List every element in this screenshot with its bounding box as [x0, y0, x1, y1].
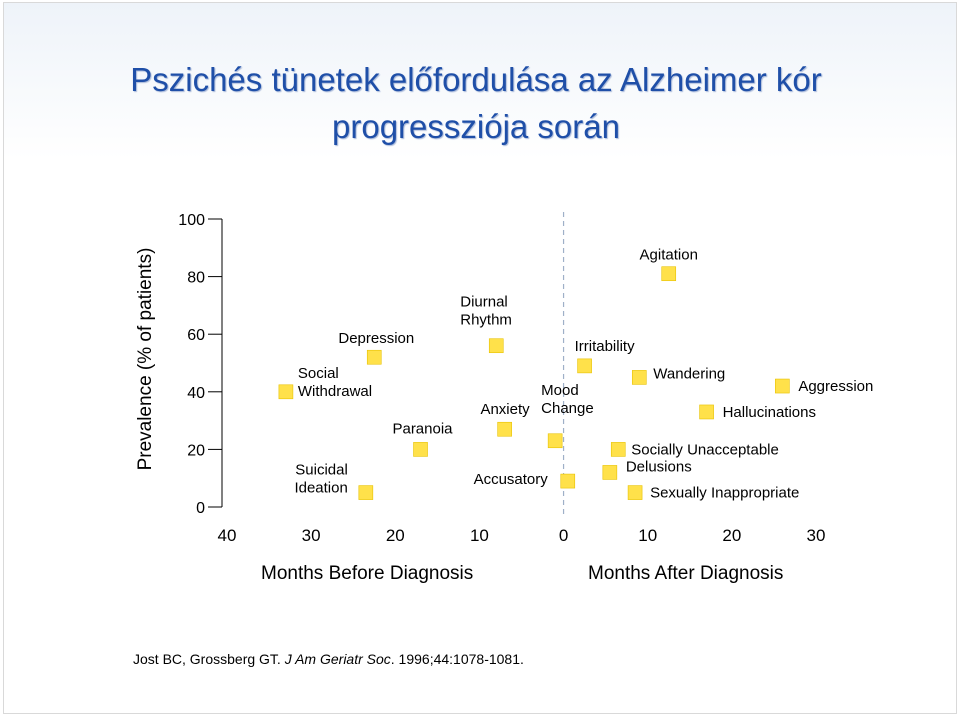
citation-details: . 1996;44:1078-1081.: [390, 651, 524, 667]
data-point-marker: [497, 421, 512, 437]
data-point-label: Depression: [338, 330, 414, 347]
y-tick-label: 40: [187, 385, 205, 402]
data-point-label-line: Depression: [338, 330, 414, 347]
data-point-marker: [547, 433, 563, 449]
data-point-label-line: Anxiety: [480, 401, 530, 418]
data-point-marker: [358, 485, 374, 500]
citation-journal: J Am Geriatr Soc: [284, 651, 391, 667]
data-point-marker: [602, 465, 618, 480]
data-point-label: Diurnal Rhythm: [460, 294, 512, 329]
data-point-label-line: Aggression: [798, 378, 873, 395]
data-point-label: Accusatory: [474, 471, 549, 488]
data-point-label: Social Withdrawal: [298, 365, 372, 400]
slide-background: [4, 3, 956, 713]
data-point-label-line: Diurnal: [460, 294, 508, 311]
data-point-marker: [631, 370, 647, 385]
data-point-marker: [699, 404, 714, 420]
title-line-1: Pszichés tünetek előfordulása az Alzheim…: [130, 61, 822, 98]
y-tick-label: 100: [178, 212, 205, 229]
x-tick-label: 20: [386, 526, 405, 545]
x-tick-label: 10: [638, 526, 657, 545]
data-point-label: Delusions: [626, 458, 692, 475]
y-axis-label: Prevalence (% of patients): [135, 248, 156, 471]
data-point-label-line: Socially Unacceptable: [631, 441, 779, 458]
data-point-marker: [366, 349, 382, 365]
data-point-label-line: Suicidal: [295, 462, 348, 479]
data-point-marker: [278, 384, 294, 400]
y-tick-label: 80: [187, 270, 205, 287]
data-point-label-line: Mood: [541, 382, 579, 399]
x-tick-label: 40: [218, 526, 237, 545]
data-point-marker: [610, 442, 626, 457]
x-group-label-before: Months Before Diagnosis: [261, 563, 474, 584]
data-point-label: Suicidal Ideation: [294, 462, 347, 497]
data-point-marker: [413, 442, 428, 457]
data-point-label-line: Irritability: [575, 338, 636, 355]
data-point-label-line: Accusatory: [474, 471, 549, 488]
y-tick-label: 0: [196, 500, 205, 517]
data-point-label: Agitation: [640, 247, 698, 264]
data-point-label: Sexually Inappropriate: [650, 485, 799, 502]
y-tick-label: 20: [187, 442, 205, 459]
x-tick-label: 30: [302, 526, 321, 545]
data-point-label: Wandering: [653, 365, 725, 382]
data-point-marker: [661, 266, 677, 282]
data-point-label-line: Agitation: [640, 247, 698, 264]
data-point-label-line: Rhythm: [460, 312, 512, 329]
slide: [3, 2, 957, 714]
citation-authors: Jost BC, Grossberg GT.: [133, 651, 281, 667]
data-point-label-line: Social: [298, 365, 339, 382]
data-point-marker: [560, 473, 576, 489]
data-point-marker: [627, 485, 643, 500]
x-tick-label: 30: [807, 526, 826, 545]
data-point-label-line: Paranoia: [392, 420, 453, 437]
x-tick-label: 0: [559, 526, 568, 545]
data-point-label: Socially Unacceptable: [631, 441, 779, 458]
data-point-label: Mood Change: [541, 382, 594, 417]
data-point-label: Irritability: [575, 338, 636, 355]
data-point-label: Paranoia: [392, 420, 453, 437]
data-point-label-line: Change: [541, 400, 594, 417]
x-group-label-after: Months After Diagnosis: [588, 563, 784, 584]
data-point-label-line: Ideation: [294, 480, 347, 497]
data-point-marker: [577, 358, 592, 374]
data-point-marker: [488, 338, 504, 354]
citation: Jost BC, Grossberg GT. J Am Geriatr Soc.…: [133, 651, 524, 667]
data-point-label-line: Withdrawal: [298, 383, 372, 400]
y-tick-label: 60: [187, 327, 205, 344]
x-tick-label: 20: [722, 526, 741, 545]
data-point-marker: [775, 378, 790, 394]
data-point-label: Aggression: [798, 378, 873, 395]
data-point-label-line: Wandering: [653, 365, 725, 382]
x-tick-label: 10: [470, 526, 489, 545]
data-point-label-line: Hallucinations: [723, 404, 816, 421]
data-point-label-line: Sexually Inappropriate: [650, 485, 799, 502]
data-point-label: Anxiety: [480, 401, 530, 418]
title-line-2: progressziója során: [332, 108, 620, 145]
data-point-label-line: Delusions: [626, 458, 692, 475]
data-point-label: Hallucinations: [723, 404, 816, 421]
